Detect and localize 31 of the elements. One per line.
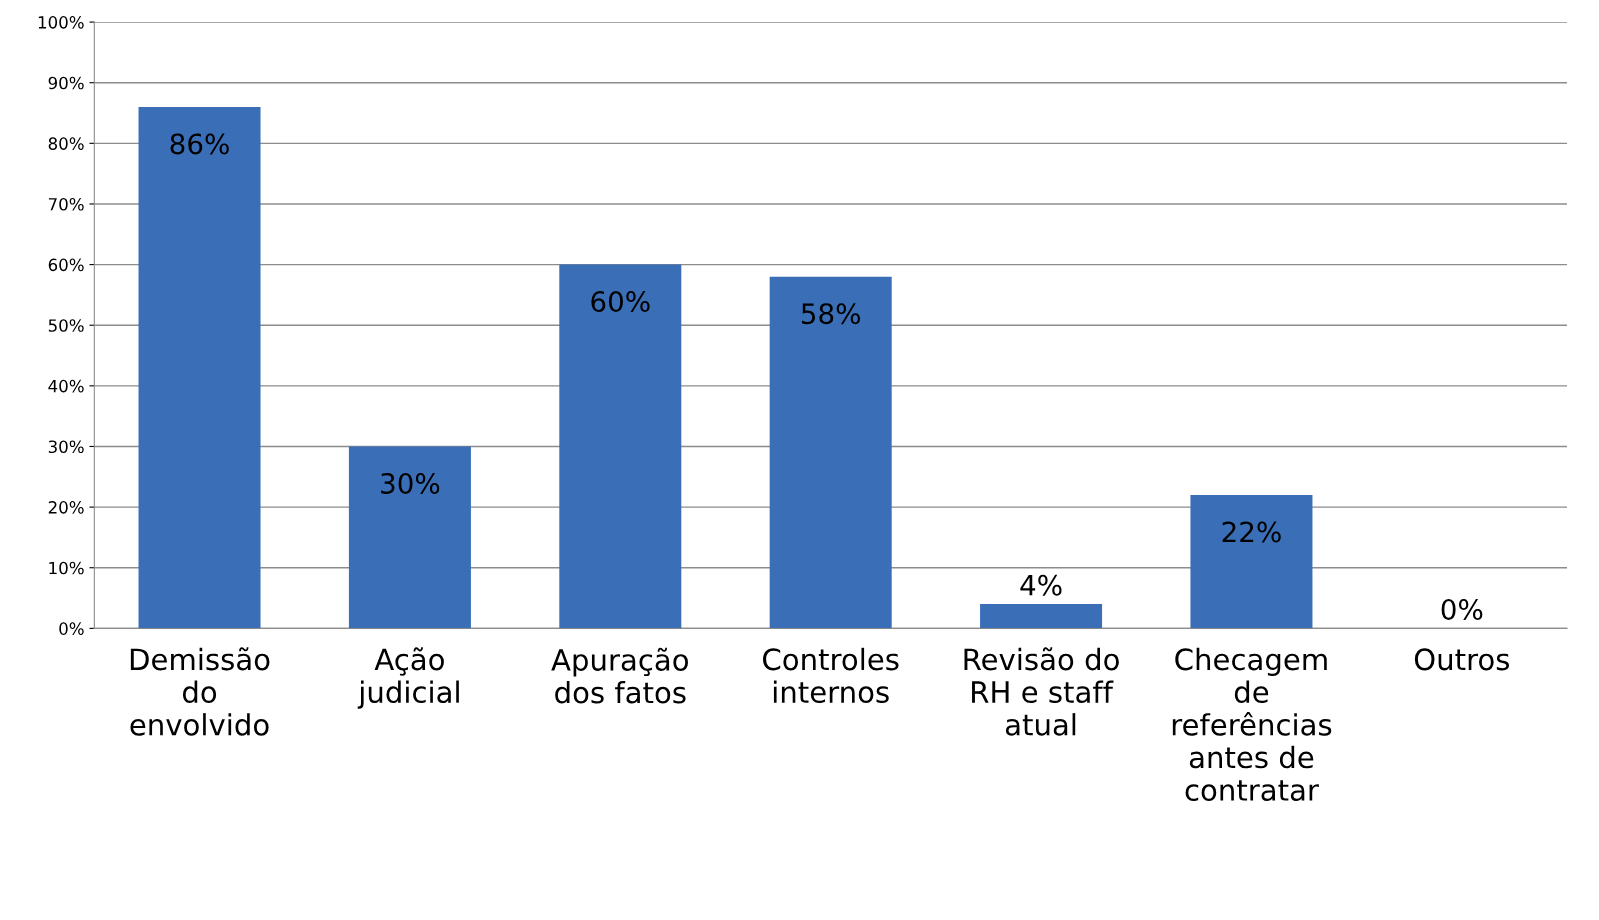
y-tick-label: 70% — [48, 197, 84, 211]
y-tick-label: 30% — [48, 440, 84, 454]
data-label: 86% — [170, 133, 229, 155]
y-tick-label: 10% — [49, 561, 84, 575]
bar — [1190, 494, 1313, 629]
data-label: 0% — [1441, 598, 1483, 620]
data-label: 22% — [1222, 521, 1281, 543]
x-tick-label: Outros — [1414, 648, 1510, 671]
y-tick-label: 0% — [59, 622, 84, 635]
data-label: 60% — [591, 291, 650, 313]
x-tick-label: Ação judicial — [357, 647, 459, 709]
y-tick-label: 90% — [48, 76, 84, 90]
bar — [348, 446, 471, 629]
x-tick-label: Revisão do RH e staff atual — [964, 647, 1119, 736]
data-label: 30% — [381, 472, 440, 494]
y-tick-label: 40% — [48, 379, 84, 393]
y-tick-label: 50% — [48, 319, 84, 332]
y-tick-label: 60% — [48, 258, 84, 272]
bar — [980, 604, 1103, 629]
bar — [769, 276, 892, 629]
data-label: 58% — [801, 303, 861, 325]
bar — [138, 106, 261, 629]
y-tick-label: 20% — [48, 501, 84, 514]
x-tick-label: Demissão do envolvido — [130, 647, 270, 736]
y-tick-label: 80% — [48, 137, 84, 150]
x-tick-label: Controles internos — [763, 647, 899, 704]
x-tick-label: Apuração dos fatos — [551, 647, 688, 704]
bar — [559, 264, 682, 629]
data-label: 4% — [1020, 574, 1062, 596]
x-tick-label: Checagem de referências antes de contratar — [1172, 647, 1332, 802]
y-tick-label: 100% — [38, 16, 84, 29]
